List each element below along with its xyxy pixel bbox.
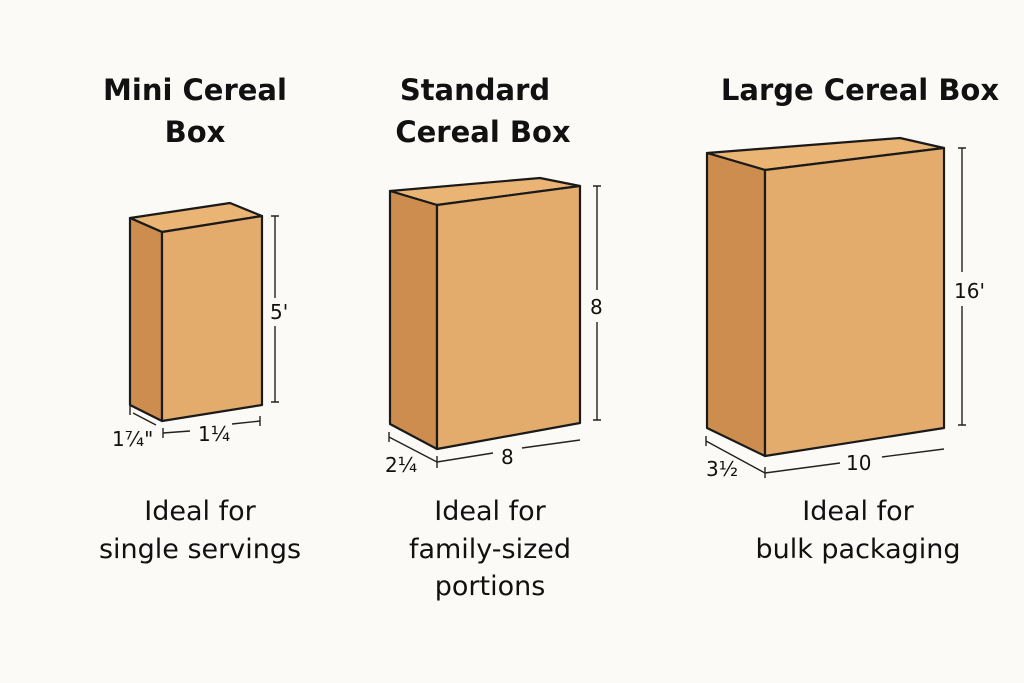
standard-height-dimension-line: [593, 185, 601, 421]
large-width-dimension-line: [764, 448, 945, 474]
standard-box-side: [388, 189, 439, 451]
mini-caption-line-1: Ideal for: [144, 496, 256, 527]
mini-title-line-2: Box: [165, 115, 226, 149]
large-box-side: [705, 151, 767, 458]
standard-title-line-1: Standard: [400, 73, 550, 107]
mini-box-front: [160, 214, 264, 423]
mini-depth-label: 1⁷⁄₄": [112, 427, 153, 451]
standard-box-group: Standard Cereal Box 8 2¼ 8 Ideal for fam…: [385, 73, 603, 602]
mini-width-dimension-line: [162, 416, 261, 438]
large-depth-label: 3½: [706, 457, 738, 481]
mini-height-label: 5': [270, 300, 288, 324]
standard-height-label: 8: [590, 295, 603, 319]
mini-box-group: Mini Cereal Box 5' 1⁷⁄₄" 1¼ Ideal for si…: [99, 73, 301, 565]
standard-caption-line-3: portions: [435, 571, 546, 602]
large-height-dimension-line: [958, 147, 966, 426]
mini-caption-line-2: single servings: [99, 534, 301, 565]
large-width-label: 10: [846, 451, 871, 475]
standard-title-line-2: Cereal Box: [395, 115, 571, 149]
large-box-shape: [705, 136, 946, 458]
standard-depth-label: 2¼: [385, 453, 417, 477]
standard-caption-line-1: Ideal for: [434, 496, 546, 527]
large-caption-line-1: Ideal for: [802, 496, 914, 527]
mini-width-label: 1¼: [198, 422, 230, 446]
standard-width-label: 8: [501, 445, 514, 469]
standard-caption-line-2: family-sized: [409, 534, 571, 565]
mini-height-dimension-line: [271, 215, 279, 403]
standard-width-dimension-line: [436, 439, 581, 463]
standard-box-front: [435, 184, 582, 451]
mini-box-side: [128, 216, 164, 423]
large-caption-line-2: bulk packaging: [755, 534, 960, 565]
mini-depth-dimension-line: [129, 405, 157, 426]
large-title: Large Cereal Box: [721, 73, 999, 107]
large-box-front: [763, 146, 946, 458]
large-height-label: 16': [954, 279, 985, 303]
large-box-group: Large Cereal Box 16' 3½ 10 Ideal for bul…: [705, 73, 999, 565]
mini-title-line-1: Mini Cereal: [103, 73, 287, 107]
mini-box-shape: [128, 201, 264, 423]
standard-box-shape: [388, 176, 582, 451]
